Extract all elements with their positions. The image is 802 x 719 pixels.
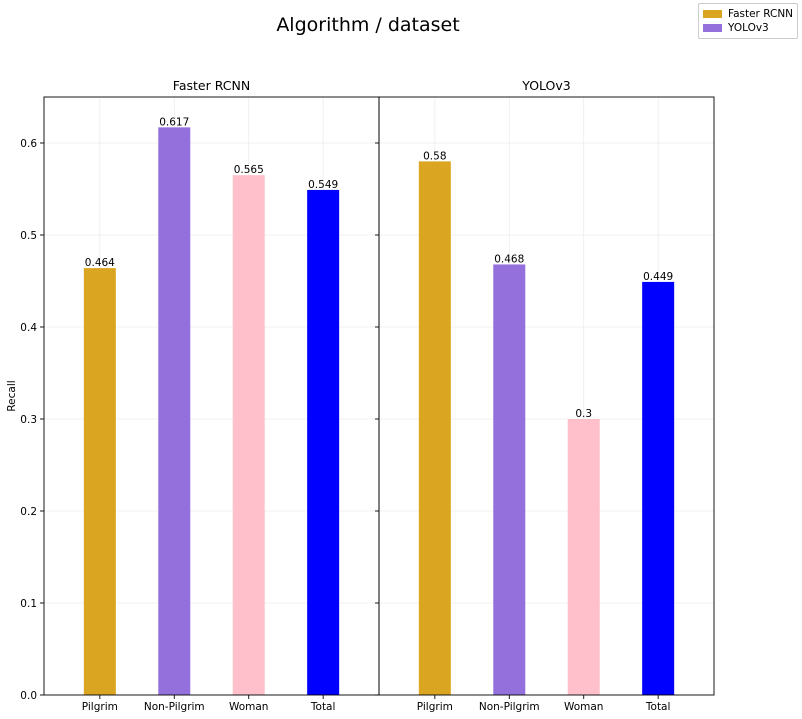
bar-value-label: 0.58 <box>423 150 446 162</box>
x-tick-label: Woman <box>229 701 269 713</box>
x-tick-label: Woman <box>564 701 604 713</box>
x-tick-label: Pilgrim <box>82 701 118 713</box>
bar-value-label: 0.449 <box>643 271 673 283</box>
x-tick-label: Total <box>310 701 336 713</box>
subplot-title: YOLOv3 <box>521 78 571 93</box>
y-tick-label: 0.3 <box>20 414 37 426</box>
figure-title: Algorithm / dataset <box>276 14 460 36</box>
legend-label: YOLOv3 <box>728 22 769 34</box>
bar-value-label: 0.549 <box>308 179 338 191</box>
y-axis-label: Recall <box>6 380 18 411</box>
subplot-title: Faster RCNN <box>173 78 250 93</box>
bar-value-label: 0.617 <box>159 116 189 128</box>
y-tick-label: 0.0 <box>20 690 37 702</box>
legend-item-faster-rcnn: Faster RCNN <box>703 7 793 21</box>
legend-item-yolov3: YOLOv3 <box>703 21 769 35</box>
y-tick-label: 0.5 <box>20 230 37 242</box>
bar-non-pilgrim <box>493 264 526 695</box>
y-tick-label: 0.1 <box>20 598 37 610</box>
legend-swatch <box>703 24 722 32</box>
y-tick-label: 0.6 <box>20 138 37 150</box>
bar-woman <box>567 419 600 695</box>
x-tick-label: Total <box>645 701 671 713</box>
bar-non-pilgrim <box>158 127 191 696</box>
y-tick-label: 0.2 <box>20 506 37 518</box>
bar-total <box>642 281 675 695</box>
x-tick-label: Non-Pilgrim <box>479 701 540 713</box>
legend-swatch <box>703 10 722 18</box>
bar-value-label: 0.464 <box>85 257 115 269</box>
bar-woman <box>232 175 265 695</box>
bar-value-label: 0.565 <box>234 164 264 176</box>
bar-pilgrim <box>83 268 116 695</box>
y-tick-label: 0.4 <box>20 322 37 334</box>
bar-value-label: 0.468 <box>494 253 524 265</box>
axes-frame <box>378 96 715 696</box>
legend: Faster RCNN YOLOv3 <box>698 3 798 39</box>
legend-label: Faster RCNN <box>728 8 794 20</box>
bar-value-label: 0.3 <box>575 408 592 420</box>
bar-pilgrim <box>418 161 451 695</box>
x-tick-label: Pilgrim <box>417 701 453 713</box>
x-tick-label: Non-Pilgrim <box>144 701 205 713</box>
bar-total <box>307 189 340 696</box>
